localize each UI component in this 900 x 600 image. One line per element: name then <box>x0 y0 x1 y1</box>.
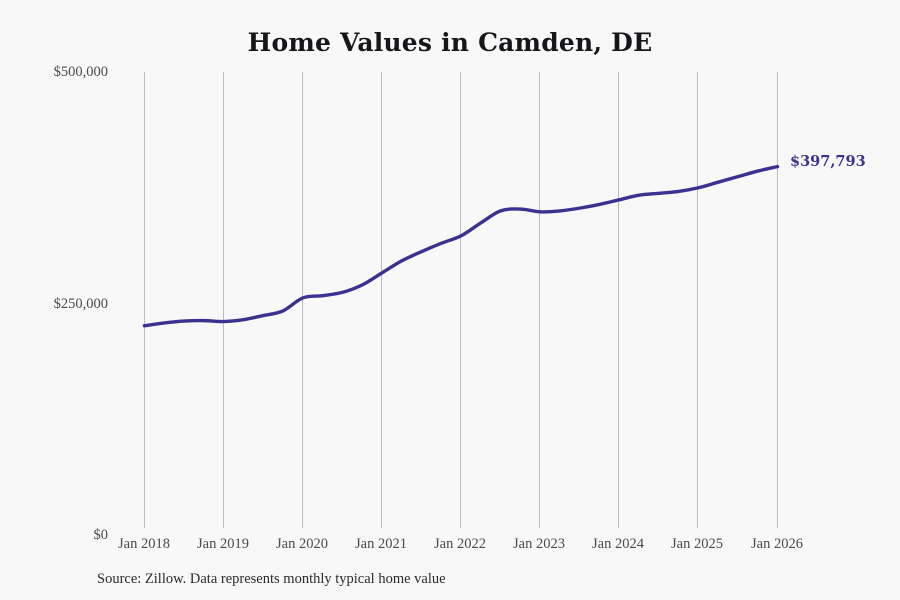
xtick-label-jan-2019: Jan 2019 <box>197 536 249 552</box>
xtick-label-jan-2020: Jan 2020 <box>276 536 328 552</box>
source-footnote: Source: Zillow. Data represents monthly … <box>97 571 446 587</box>
ytick-label-0: $0 <box>93 527 109 543</box>
xtick-label-jan-2026: Jan 2026 <box>751 536 803 552</box>
xtick-label-jan-2018: Jan 2018 <box>118 536 170 552</box>
xtick-label-jan-2021: Jan 2021 <box>355 536 407 552</box>
ytick-label-250000: $250,000 <box>53 296 108 312</box>
xtick-label-jan-2022: Jan 2022 <box>434 536 486 552</box>
gridlines <box>144 72 778 528</box>
end-value-annotation: $397,793 <box>790 153 866 170</box>
xtick-label-jan-2025: Jan 2025 <box>671 536 723 552</box>
xtick-label-jan-2023: Jan 2023 <box>513 536 565 552</box>
ytick-label-500000: $500,000 <box>53 64 108 80</box>
home-value-line <box>142 164 780 328</box>
page-title: Home Values in Camden, DE <box>247 28 653 57</box>
xtick-label-jan-2024: Jan 2024 <box>592 536 644 552</box>
